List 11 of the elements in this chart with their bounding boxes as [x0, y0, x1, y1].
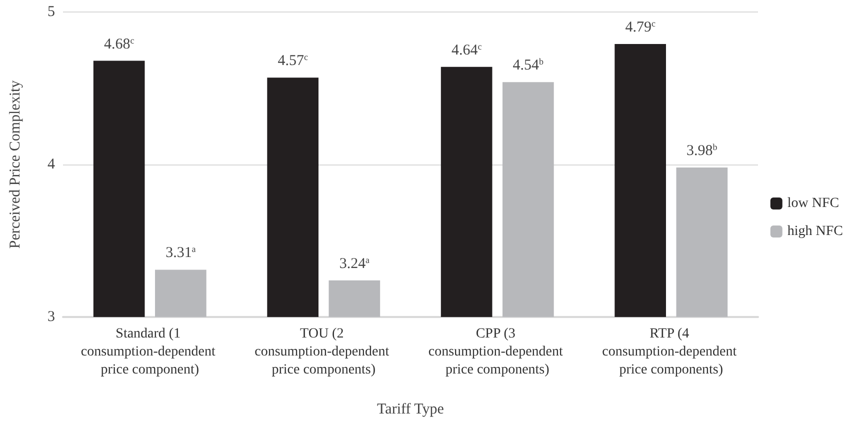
y-tick-label: 5	[48, 4, 55, 20]
y-tick-label: 3	[48, 309, 55, 325]
legend-label: high NFC	[787, 224, 843, 239]
x-tick-label: TOU (2 consumption-dependent price components)	[254, 326, 393, 378]
legend-label: low NFC	[787, 196, 840, 211]
x-tick-label: Standard (1 consumption-dependent price component)	[80, 326, 219, 378]
y-axis-title: Perceived Price Complexity	[8, 80, 24, 249]
x-tick-label: RTP (4 consumption-dependent price components)	[602, 326, 740, 378]
x-axis-title: Tariff Type	[377, 402, 444, 418]
x-tick-label: CPP (3 consumption-dependent price components)	[428, 326, 566, 378]
y-tick-label: 4	[48, 156, 56, 172]
